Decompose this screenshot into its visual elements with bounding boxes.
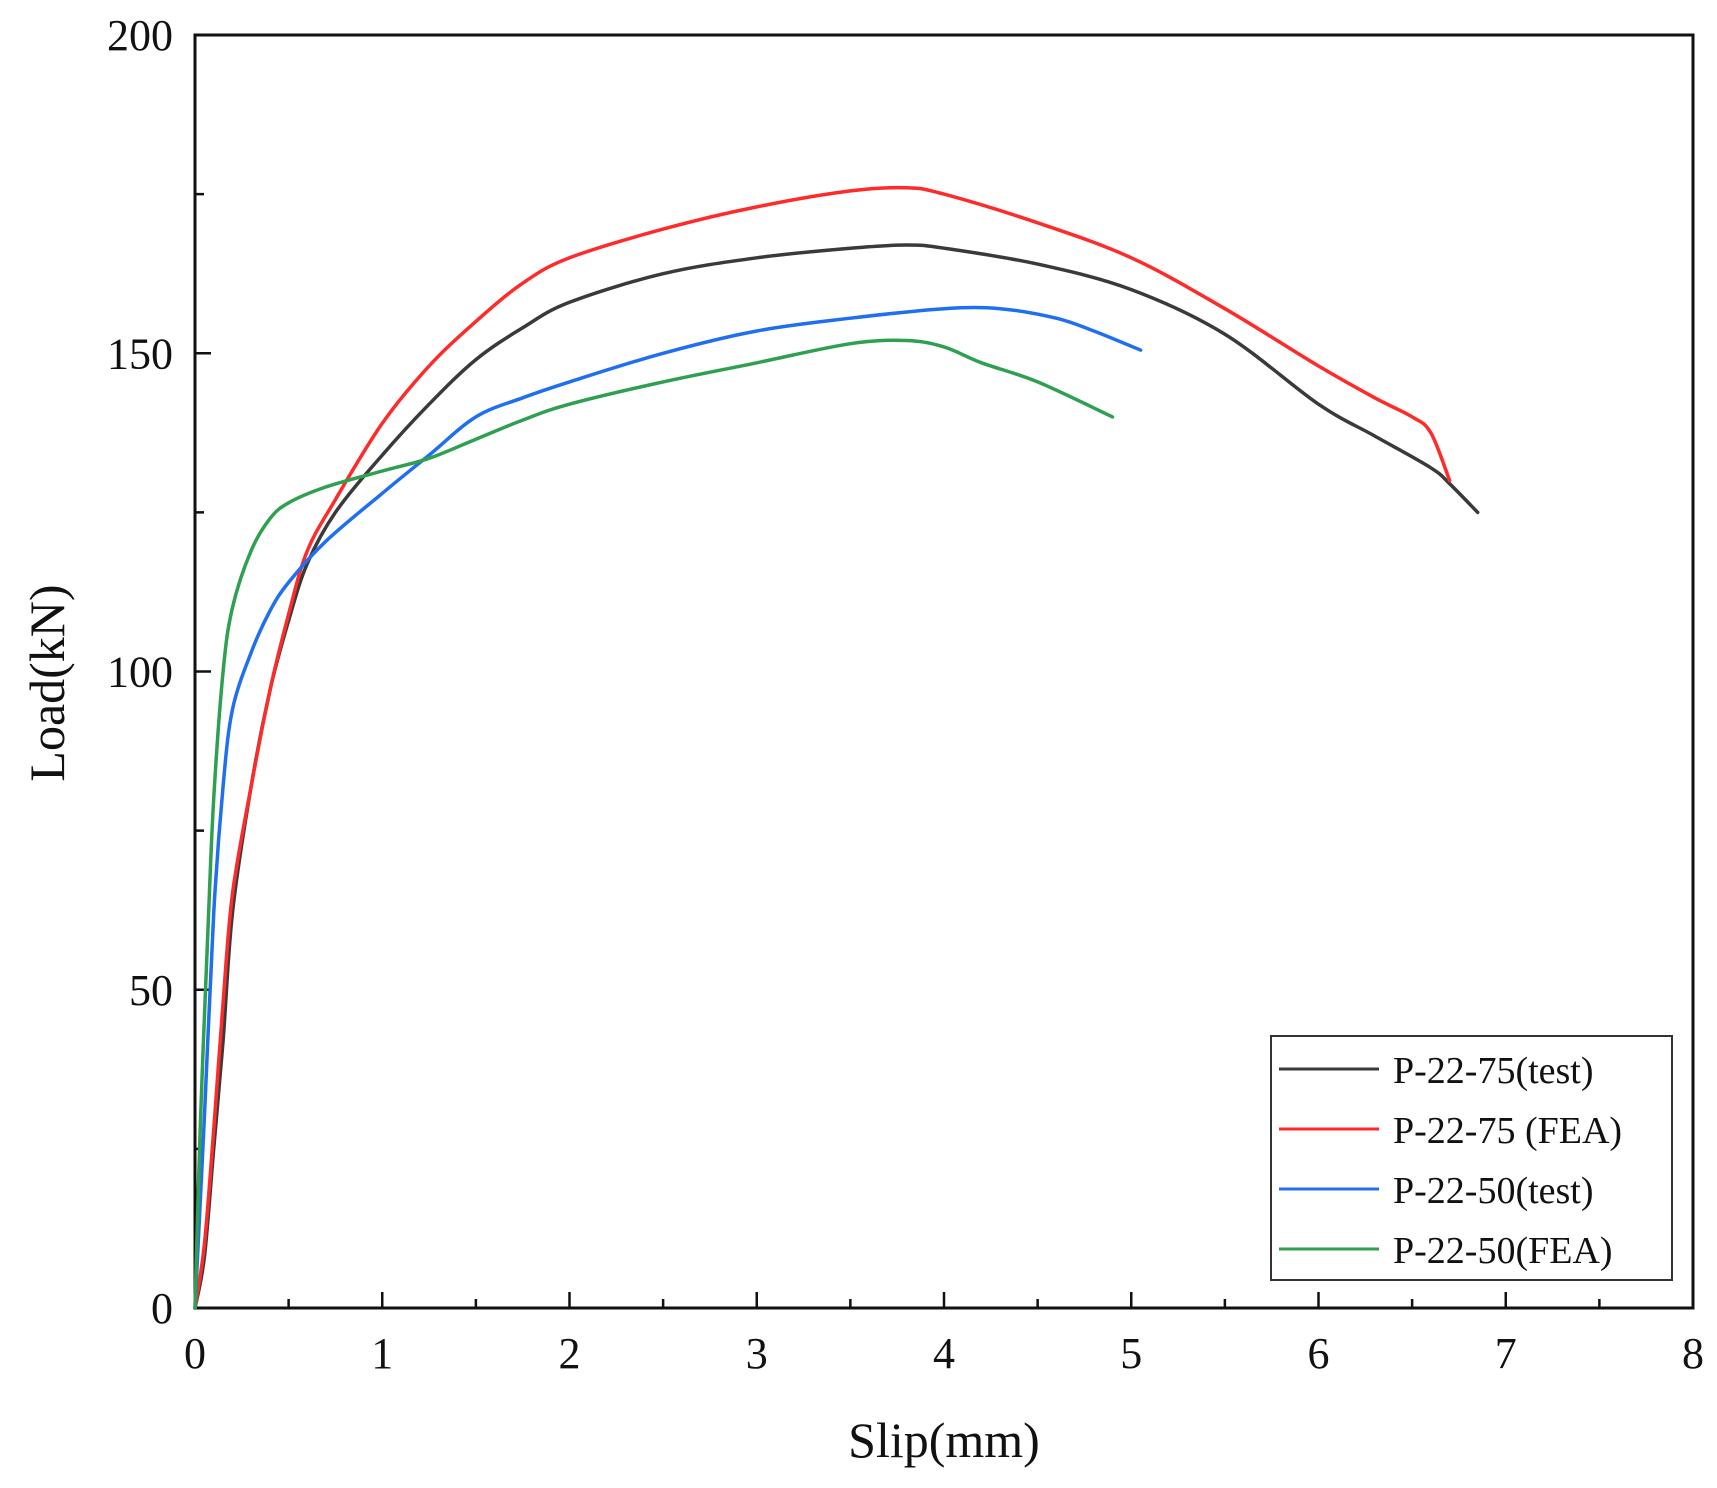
y-tick-label: 50 [129, 966, 173, 1015]
x-tick-label: 1 [371, 1329, 393, 1378]
x-tick-label: 4 [933, 1329, 955, 1378]
x-tick-label: 8 [1682, 1329, 1704, 1378]
y-axis-label: Load(kN) [19, 584, 75, 781]
y-tick-label: 150 [107, 329, 173, 378]
series-line-p-22-50-test [193, 305, 1143, 1310]
series-line-p-22-75-test [193, 243, 1480, 1310]
x-tick-label: 5 [1120, 1329, 1142, 1378]
x-axis-label: Slip(mm) [848, 1412, 1040, 1468]
series-layer [193, 185, 1480, 1310]
x-axis: 0 1 2 3 4 5 6 7 8 [184, 1292, 1704, 1378]
y-tick-label: 0 [151, 1284, 173, 1333]
y-tick-label: 100 [107, 648, 173, 697]
x-tick-label: 6 [1308, 1329, 1330, 1378]
y-axis: 0 50 100 150 200 [107, 11, 211, 1333]
y-tick-label: 200 [107, 11, 173, 60]
legend-label-p-22-75-test: P-22-75(test) [1393, 1050, 1594, 1092]
legend-label-p-22-75-fea: P-22-75 (FEA) [1393, 1110, 1622, 1152]
legend-label-p-22-50-test: P-22-50(test) [1393, 1170, 1594, 1212]
x-tick-label: 2 [559, 1329, 581, 1378]
x-tick-label: 3 [746, 1329, 768, 1378]
x-tick-label: 7 [1495, 1329, 1517, 1378]
series-line-p-22-50-fea [193, 338, 1115, 1310]
legend-box [1270, 1035, 1673, 1281]
series-line-p-22-75-fea [193, 185, 1452, 1310]
x-tick-label: 0 [184, 1329, 206, 1378]
legend-label-p-22-50-fea: P-22-50(FEA) [1393, 1230, 1613, 1272]
legend: P-22-75(test) P-22-75 (FEA) P-22-50(test… [1270, 1035, 1673, 1281]
